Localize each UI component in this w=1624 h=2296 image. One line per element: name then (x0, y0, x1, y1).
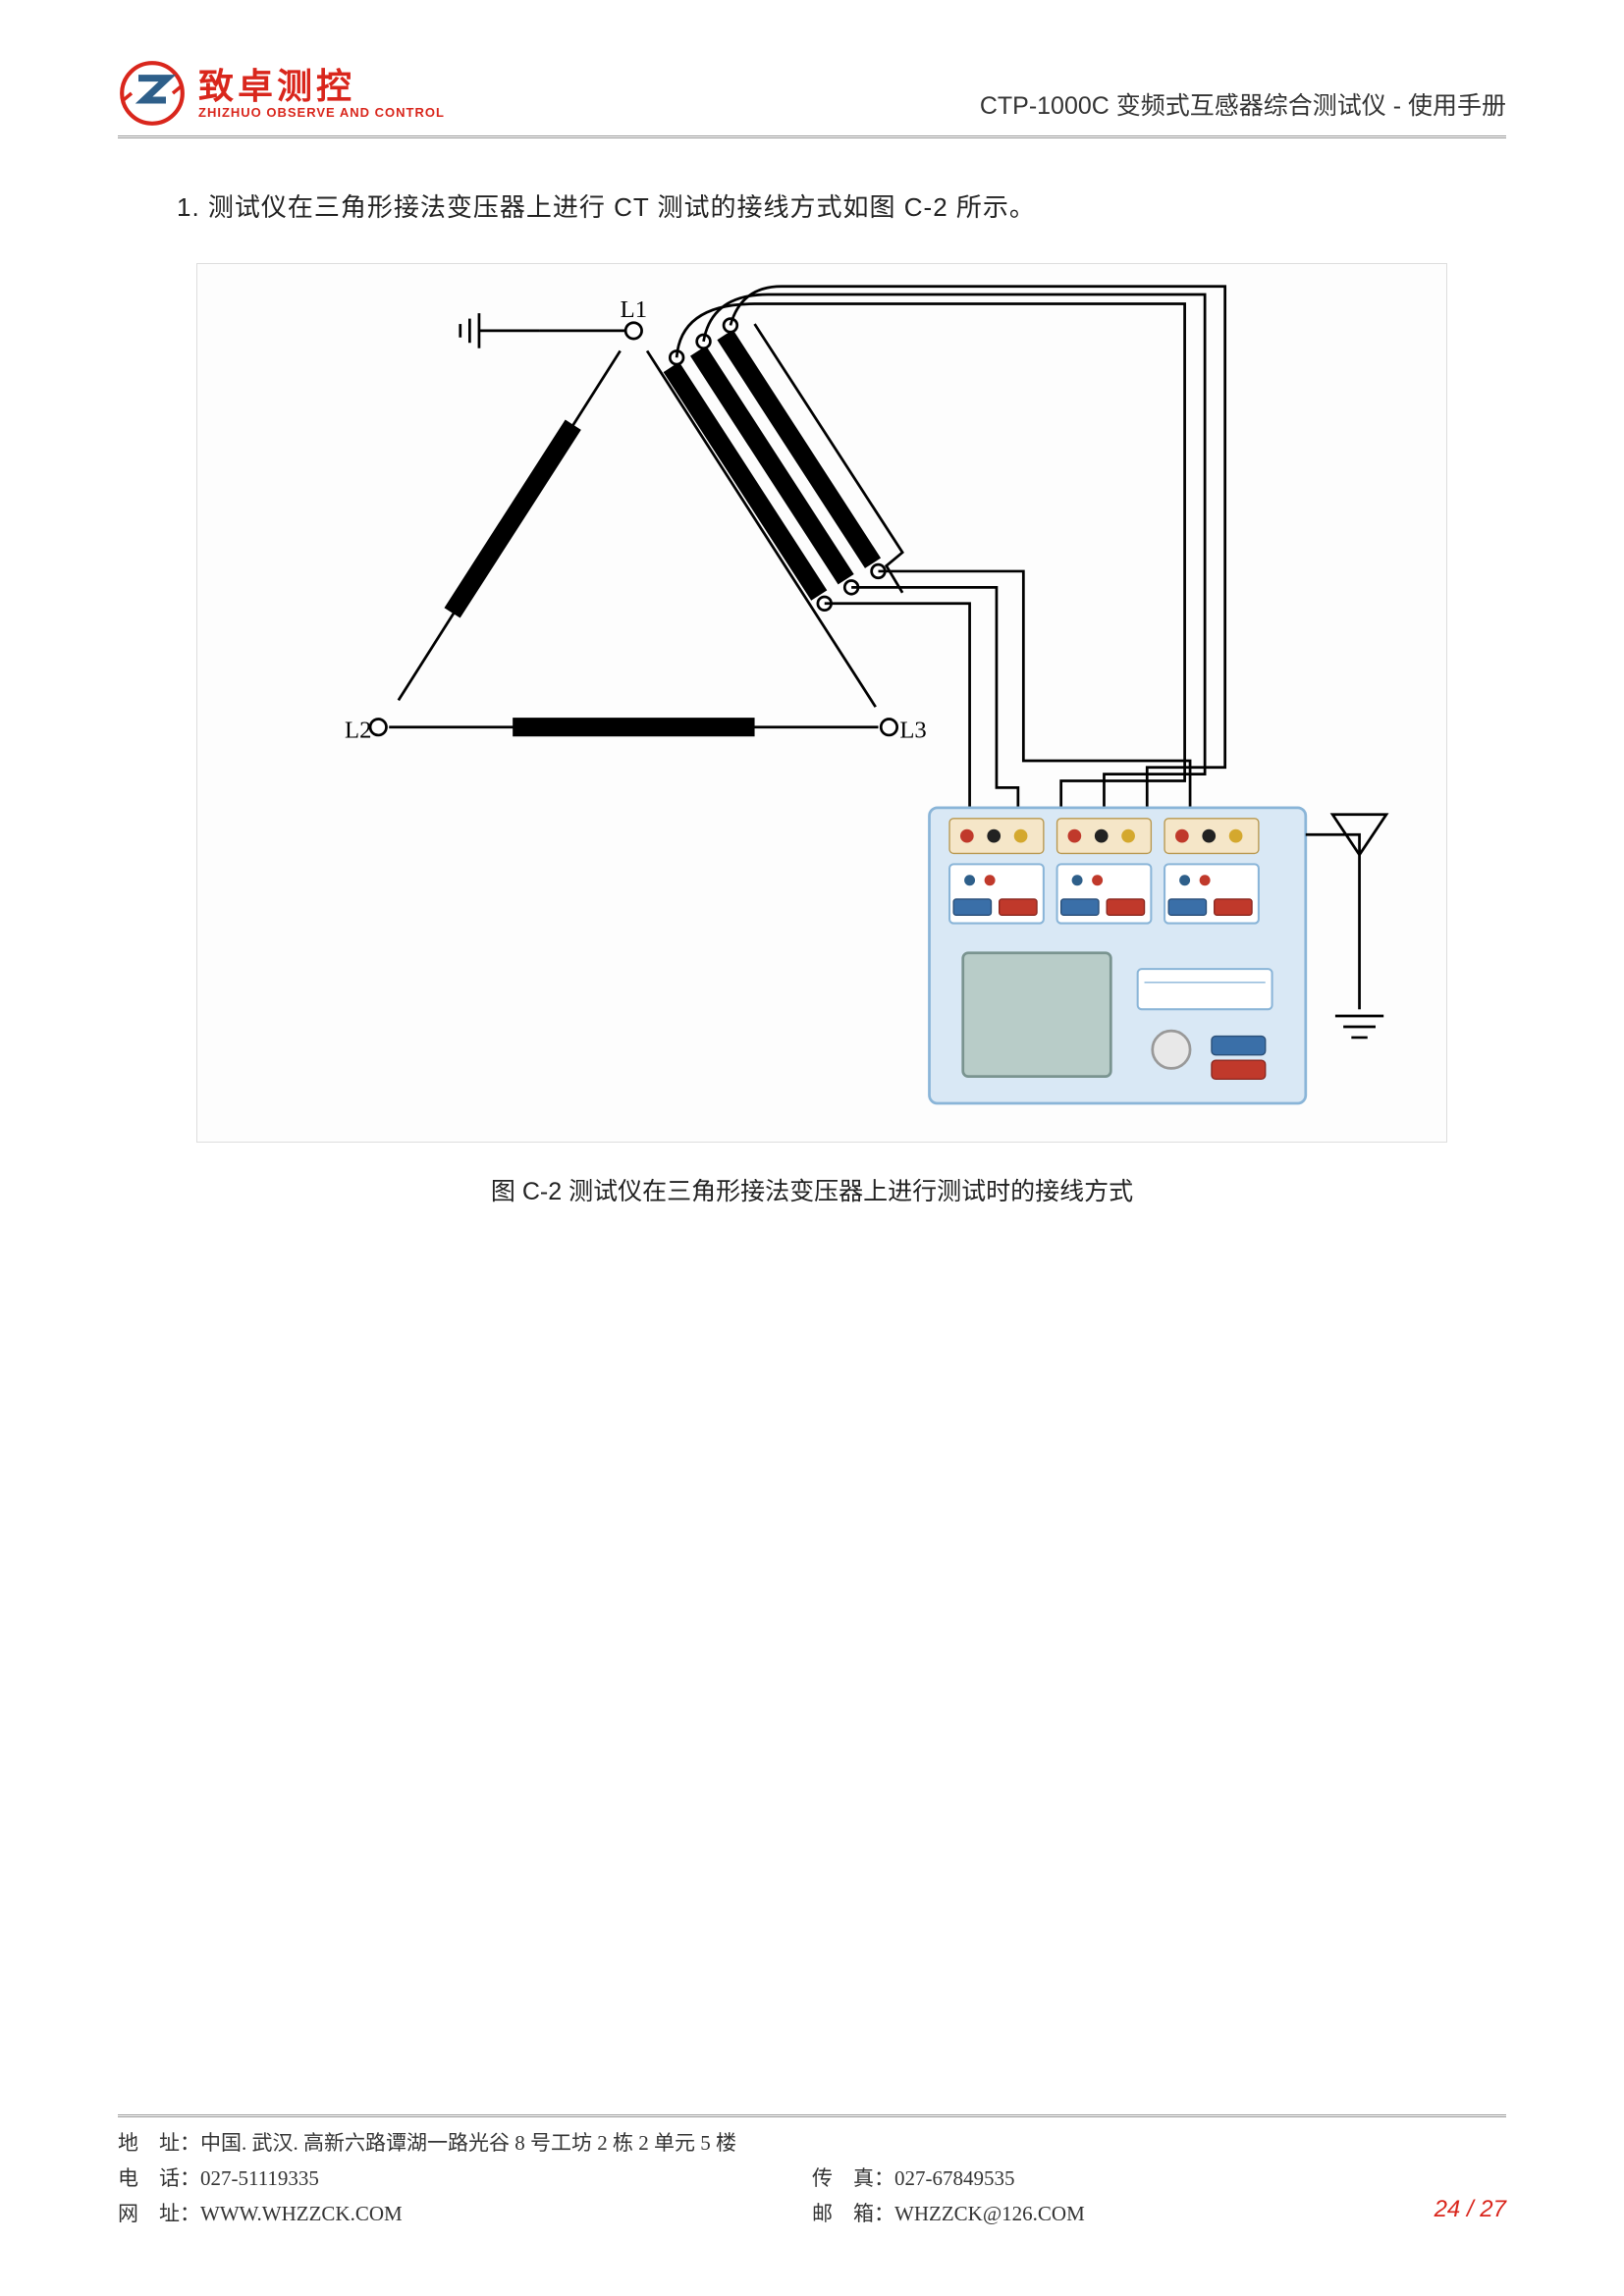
label-l2: L2 (345, 718, 371, 744)
test-device (930, 808, 1306, 1103)
figure-c2: L1 L2 L3 (196, 263, 1447, 1143)
ground-left-icon (460, 313, 540, 348)
instruction-line: 1. 测试仪在三角形接法变压器上进行 CT 测试的接线方式如图 C-2 所示。 (177, 187, 1506, 224)
node-l2 (370, 720, 386, 735)
header-title: CTP-1000C 变频式互感器综合测试仪 - 使用手册 (980, 86, 1506, 128)
ct-windings (647, 319, 902, 708)
page-container: 致卓测控 ZHIZHUO OBSERVE AND CONTROL CTP-100… (0, 0, 1624, 2296)
page-footer: 地 址：中国. 武汉. 高新六路谭湖一路光谷 8 号工坊 2 栋 2 单元 5 … (118, 2114, 1506, 2227)
winding-left (453, 425, 573, 614)
label-l3: L3 (899, 718, 926, 744)
page-number: 24 / 27 (1435, 2196, 1506, 2223)
footer-contact-grid: 地 址：中国. 武汉. 高新六路谭湖一路光谷 8 号工坊 2 栋 2 单元 5 … (118, 2127, 1506, 2227)
logo-block: 致卓测控 ZHIZHUO OBSERVE AND CONTROL (118, 59, 445, 128)
footer-fax: 传 真：027-67849535 (812, 2163, 1506, 2192)
page-header: 致卓测控 ZHIZHUO OBSERVE AND CONTROL CTP-100… (118, 59, 1506, 138)
wires-to-device (677, 287, 1225, 808)
logo-en: ZHIZHUO OBSERVE AND CONTROL (198, 106, 445, 120)
logo-cn: 致卓测控 (198, 67, 445, 106)
device-ground-icon (1306, 815, 1386, 1038)
footer-address: 地 址：中国. 武汉. 高新六路谭湖一路光谷 8 号工坊 2 栋 2 单元 5 … (118, 2127, 1506, 2157)
node-l1 (625, 323, 641, 339)
logo-text: 致卓测控 ZHIZHUO OBSERVE AND CONTROL (198, 67, 445, 120)
footer-web: 网 址：WWW.WHZZCK.COM (118, 2198, 812, 2227)
wiring-diagram: L1 L2 L3 (217, 284, 1427, 1117)
figure-caption: 图 C-2 测试仪在三角形接法变压器上进行测试时的接线方式 (118, 1172, 1506, 1207)
footer-phone: 电 话：027-51119335 (118, 2163, 812, 2192)
footer-mail: 邮 箱：WHZZCK@126.COM (812, 2198, 1506, 2227)
label-l1: L1 (621, 296, 647, 323)
logo-icon (118, 59, 187, 128)
node-l3 (881, 720, 896, 735)
device-screen (963, 953, 1111, 1077)
